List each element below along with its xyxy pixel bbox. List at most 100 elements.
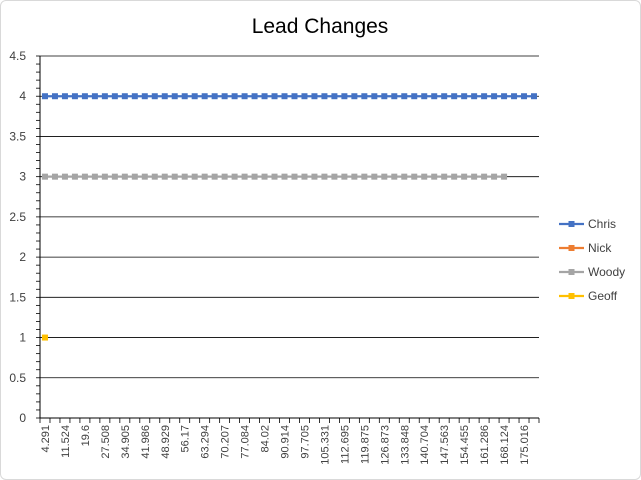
- legend-marker-chris: [568, 221, 575, 227]
- data-point-chris: [481, 93, 488, 100]
- data-point-woody: [251, 173, 258, 180]
- legend-item-geoff: Geoff: [559, 289, 618, 303]
- data-point-woody: [381, 173, 388, 180]
- data-point-woody: [181, 173, 188, 180]
- data-point-woody: [301, 173, 308, 180]
- data-point-chris: [461, 93, 468, 100]
- data-point-woody: [411, 173, 418, 180]
- data-point-woody: [291, 173, 298, 180]
- data-point-woody: [451, 173, 458, 180]
- x-tick-label: 41.986: [140, 425, 152, 459]
- data-point-woody: [471, 173, 478, 180]
- x-tick-label: 119.875: [359, 425, 371, 464]
- data-point-woody: [191, 173, 198, 180]
- data-point-woody: [481, 173, 488, 180]
- legend-item-chris: Chris: [559, 217, 616, 231]
- x-tick-label: 27.508: [100, 425, 112, 459]
- data-point-woody: [141, 173, 148, 180]
- x-tick-label: 4.291: [40, 425, 52, 453]
- data-point-woody: [51, 173, 58, 180]
- data-point-woody: [211, 173, 218, 180]
- data-point-woody: [231, 173, 238, 180]
- legend-label-geoff: Geoff: [588, 289, 618, 303]
- data-point-chris: [341, 93, 348, 100]
- data-point-chris: [351, 93, 358, 100]
- x-tick-label: 105.331: [319, 425, 331, 465]
- data-point-chris: [41, 93, 48, 100]
- series-chris: [41, 93, 538, 100]
- data-point-chris: [271, 93, 278, 100]
- data-point-woody: [241, 173, 248, 180]
- data-point-chris: [111, 93, 118, 100]
- legend-label-chris: Chris: [588, 217, 616, 231]
- x-tick-label: 77.084: [240, 425, 252, 459]
- data-point-chris: [191, 93, 198, 100]
- y-tick-label: 3: [19, 170, 26, 184]
- legend-item-woody: Woody: [559, 265, 625, 279]
- data-point-woody: [341, 173, 348, 180]
- data-point-woody: [221, 173, 228, 180]
- data-point-chris: [71, 93, 78, 100]
- data-point-woody: [101, 173, 108, 180]
- data-point-woody: [401, 173, 408, 180]
- data-point-chris: [51, 93, 58, 100]
- data-point-chris: [441, 93, 448, 100]
- data-point-chris: [151, 93, 158, 100]
- data-point-woody: [491, 173, 498, 180]
- gridlines: [40, 55, 539, 379]
- data-point-chris: [251, 93, 258, 100]
- data-point-chris: [371, 93, 378, 100]
- data-point-woody: [201, 173, 208, 180]
- x-tick-label: 133.848: [399, 425, 411, 465]
- data-point-woody: [111, 173, 118, 180]
- y-tick-label: 4.5: [9, 49, 26, 63]
- x-tick-label: 97.705: [299, 425, 311, 459]
- x-tick-label: 90.914: [280, 425, 292, 459]
- x-tick-label: 19.6: [80, 425, 92, 446]
- y-tick-label: 0.5: [9, 371, 26, 385]
- data-point-woody: [321, 173, 328, 180]
- x-tick-label: 161.286: [479, 425, 491, 465]
- data-point-chris: [281, 93, 288, 100]
- x-tick-label: 140.704: [419, 425, 431, 465]
- x-tick-label: 70.207: [220, 425, 232, 459]
- data-point-woody: [371, 173, 378, 180]
- y-tick-label: 1: [19, 331, 26, 345]
- data-point-woody: [171, 173, 178, 180]
- data-point-chris: [321, 93, 328, 100]
- data-point-woody: [311, 173, 318, 180]
- x-tick-label: 84.02: [260, 425, 272, 453]
- data-point-chris: [91, 93, 98, 100]
- data-point-woody: [421, 173, 428, 180]
- data-point-woody: [261, 173, 268, 180]
- y-tick-label: 2.5: [9, 210, 26, 224]
- chart-title: Lead Changes: [252, 15, 389, 38]
- y-tick-label: 2: [19, 250, 26, 264]
- legend-marker-nick: [568, 245, 575, 251]
- data-point-woody: [271, 173, 278, 180]
- data-point-chris: [331, 93, 338, 100]
- y-tick-label: 4: [19, 89, 26, 103]
- data-point-chris: [181, 93, 188, 100]
- data-point-chris: [431, 93, 438, 100]
- data-point-chris: [451, 93, 458, 100]
- data-point-geoff: [41, 334, 48, 341]
- data-point-woody: [431, 173, 438, 180]
- data-point-woody: [151, 173, 158, 180]
- data-point-woody: [351, 173, 358, 180]
- data-point-woody: [121, 173, 128, 180]
- legend: Chris Nick Woody Geoff: [559, 217, 625, 303]
- data-point-woody: [131, 173, 138, 180]
- data-point-chris: [121, 93, 128, 100]
- x-tick-label: 126.873: [379, 425, 391, 465]
- data-point-chris: [161, 93, 168, 100]
- data-point-chris: [471, 93, 478, 100]
- data-point-chris: [201, 93, 208, 100]
- data-point-woody: [461, 173, 468, 180]
- x-tick-label: 147.563: [439, 425, 451, 465]
- data-point-woody: [61, 173, 68, 180]
- x-tick-label: 48.929: [160, 425, 172, 459]
- x-tick-label: 154.455: [459, 425, 471, 465]
- series-geoff: [41, 334, 48, 341]
